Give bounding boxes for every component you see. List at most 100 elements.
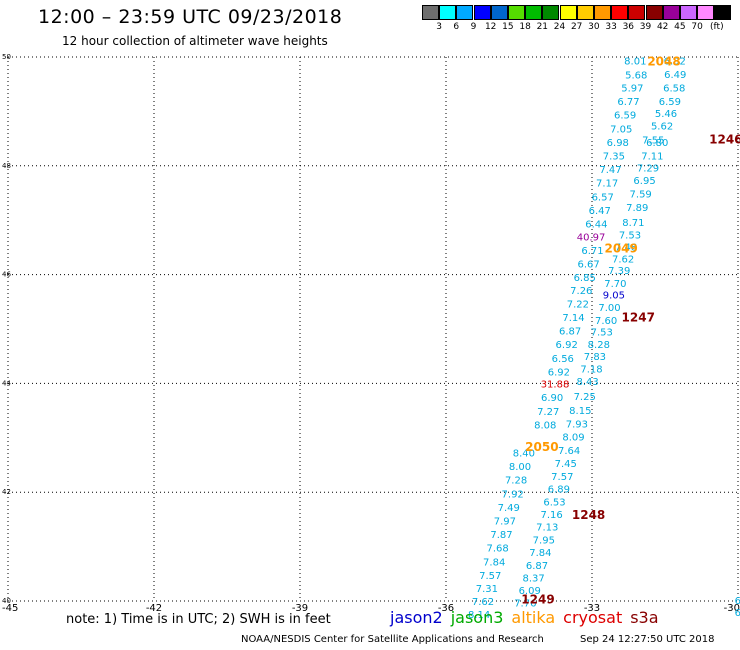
swh-value: 6.09 <box>519 586 541 597</box>
swh-value: 7.00 <box>598 303 620 314</box>
swh-value: 7.53 <box>591 328 613 339</box>
swh-value: 6.87 <box>526 561 548 572</box>
swh-value: 7.68 <box>486 544 508 555</box>
swh-value: 7.11 <box>641 151 663 162</box>
swh-value: 7.14 <box>562 313 584 324</box>
swh-value: 7.84 <box>483 557 505 568</box>
swh-value: 6.85 <box>574 273 596 284</box>
swh-value: 6.87 <box>559 327 581 338</box>
color-swatch <box>525 5 543 20</box>
swh-value: 8.37 <box>522 574 544 585</box>
longitude-labels: -45 -42 -39 -36 -33 -30 <box>2 603 740 614</box>
swh-value: 7.59 <box>630 190 652 201</box>
color-scale-label: 15 <box>502 22 514 32</box>
color-swatch <box>697 5 715 20</box>
color-scale-label: 36 <box>622 22 635 32</box>
swh-value: 6.57 <box>592 192 614 203</box>
swh-value: 7.87 <box>490 530 512 541</box>
longitude-label: -42 <box>146 603 162 614</box>
satellite-legend: jason2 jason3 altika cryosat s3a <box>390 608 667 627</box>
color-swatch <box>422 5 439 20</box>
swh-value: 7.57 <box>479 571 501 582</box>
color-scale-label: 12 <box>484 22 497 32</box>
swh-value: 7.48 <box>615 242 637 253</box>
longitude-label: -39 <box>292 603 308 614</box>
swh-value: 6. <box>735 596 740 607</box>
color-swatch <box>576 5 594 20</box>
swh-value: 31.88 <box>541 379 570 390</box>
color-swatch <box>611 5 629 20</box>
swh-value: 7.89 <box>626 203 648 214</box>
swh-value: 7.95 <box>533 536 555 547</box>
pass-number: 1249 <box>521 592 554 606</box>
swh-value: 7.83 <box>584 352 606 363</box>
longitude-label: -45 <box>2 603 18 614</box>
color-scale-label: 27 <box>570 22 583 32</box>
latitude-labels: 50 48 46 44 42 40 <box>2 53 11 605</box>
swh-value: 6.49 <box>664 70 686 81</box>
swh-value: 8.14 <box>468 610 490 621</box>
swh-value: 7.16 <box>540 510 562 521</box>
swh-value: 7.39 <box>608 266 630 277</box>
color-scale-label: 45 <box>674 22 686 32</box>
satellite-legend-item: cryosat <box>563 608 623 627</box>
page-subtitle: 12 hour collection of altimeter wave hei… <box>62 34 328 48</box>
latitude-label: 46 <box>2 271 11 279</box>
swh-value: 8.09 <box>562 433 584 444</box>
color-scale-label: 33 <box>605 22 617 32</box>
color-swatch <box>508 5 525 20</box>
swh-value: 7.49 <box>498 503 520 514</box>
swh-value: 7.57 <box>551 472 573 483</box>
color-swatch <box>680 5 697 20</box>
swh-value: 6.47 <box>589 206 611 217</box>
satellite-legend-item: jason3 <box>450 608 504 627</box>
swh-value: 5.97 <box>621 83 643 94</box>
longitude-label: -30 <box>724 603 740 614</box>
satellite-legend-item: s3a <box>630 608 659 627</box>
swh-value: 7.62 <box>612 254 634 265</box>
swh-value: 6.32 <box>664 56 686 67</box>
swh-value: 5.68 <box>625 70 647 81</box>
swh-value: 7.17 <box>596 179 618 190</box>
swh-value: 6.90 <box>541 393 563 404</box>
pass-number: 2048 <box>647 54 680 68</box>
swh-value: 7.47 <box>599 165 621 176</box>
swh-value: 7.26 <box>570 286 592 297</box>
color-swatch <box>473 5 491 20</box>
color-swatch <box>714 5 732 20</box>
swh-value: 6.59 <box>614 111 636 122</box>
swh-value: 7.92 <box>502 489 524 500</box>
swh-value: 6.77 <box>617 97 639 108</box>
satellite-legend-item: jason2 <box>390 608 443 627</box>
swh-value: 8.43 <box>576 377 598 388</box>
color-scale-label: 24 <box>553 22 566 32</box>
latitude-label: 40 <box>2 597 11 605</box>
color-scale-label: 70 <box>691 22 703 32</box>
pass-number: 1246 <box>709 133 740 147</box>
swh-value: 7.76 <box>514 599 536 610</box>
pass-number: 1248 <box>572 508 605 522</box>
satellite-legend-item: altika <box>511 608 556 627</box>
swh-value: 8.15 <box>569 406 591 417</box>
swh-value: 7.62 <box>472 597 494 608</box>
swh-value: 7.28 <box>505 476 527 487</box>
pass-number: 2050 <box>525 440 558 454</box>
color-scale-label: 3 <box>436 22 442 32</box>
swh-value: 6.59 <box>659 97 681 108</box>
color-swatch <box>559 5 577 20</box>
color-swatch <box>594 5 611 20</box>
swh-value: 8.01 <box>624 56 646 67</box>
color-swatch <box>439 5 457 20</box>
swh-value: 6.80 <box>646 138 668 149</box>
color-scale-label: 18 <box>519 22 531 32</box>
swh-value: 6.89 <box>548 484 570 495</box>
swh-value: 7.64 <box>558 446 580 457</box>
swh-value: 6. <box>735 608 740 619</box>
swh-value: 5.46 <box>655 109 677 120</box>
swh-value: 6.92 <box>556 340 578 351</box>
color-scale-label: 9 <box>470 22 477 32</box>
longitude-label: -36 <box>438 603 454 614</box>
swh-value: 6.58 <box>663 83 685 94</box>
latitude-label: 48 <box>2 162 11 170</box>
